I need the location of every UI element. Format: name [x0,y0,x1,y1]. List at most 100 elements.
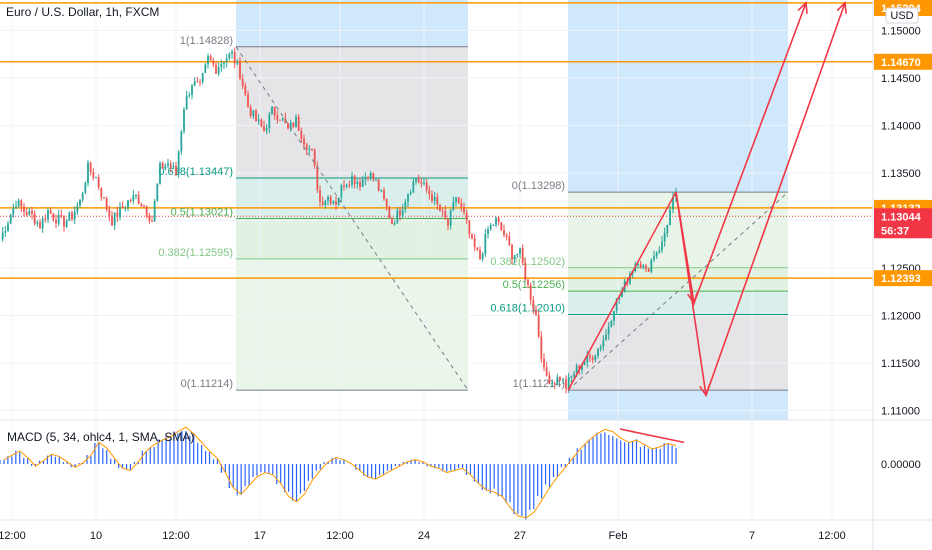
candle-body [212,60,215,65]
candle [340,183,343,203]
candle-body [359,181,361,187]
candle-body [503,229,505,236]
candle [124,205,127,212]
level-tag-bg [874,53,932,70]
candle [367,176,369,182]
candle [260,118,263,128]
candle [540,331,543,363]
candle [602,334,605,352]
candle [175,161,177,177]
candle-body [1,232,4,240]
candle [249,104,252,119]
candles-layer [1,47,677,394]
candle-body [39,222,41,229]
candle [356,177,359,189]
candle [12,203,15,219]
candle-body [223,62,225,64]
time-tick-label: 12:00 [818,530,846,542]
candle-body [367,177,369,179]
candle [20,199,23,213]
candle [9,213,12,225]
candle-body [348,184,351,186]
candle-body [169,163,172,168]
candle-body [409,192,412,195]
candle-body [127,200,129,208]
candle-body [650,259,653,272]
currency-label: USD [890,10,913,22]
candle-body [276,115,279,120]
candle [481,252,484,262]
currency-badge[interactable]: USD [885,7,919,24]
candle [233,47,236,69]
candle-body [578,365,581,370]
candle-body [449,210,452,226]
candle-body [337,197,340,205]
candle [484,228,487,257]
candle [409,189,412,196]
candle [417,174,420,184]
candle-body [311,148,313,151]
candle-body [289,122,292,129]
macd-signal-line [3,426,677,519]
candle-body [100,187,103,198]
candle-body [535,309,537,316]
candle-body [236,61,239,64]
price-tick-label: 1.14500 [881,73,921,85]
candle [642,263,645,270]
candle [492,224,495,226]
candle-body [73,211,76,220]
macd-tick-label: 0.00000 [881,459,921,471]
countdown-label: 56:37 [881,225,909,237]
candle-body [473,238,476,248]
fib-zone-1-3 [568,314,788,391]
candle-body [65,220,68,227]
candle-body [52,213,55,220]
candle-body [63,215,65,227]
candle [329,194,332,206]
candle [455,196,457,207]
candle [513,254,516,264]
candle [372,172,375,182]
candle-body [447,218,449,226]
candle [669,205,671,226]
time-tick-label: 10 [90,530,102,542]
candle [537,310,540,339]
candle [658,246,661,254]
candle [545,361,548,377]
candle [412,178,415,193]
fib-trend-dashed-1 [235,46,469,391]
candle-body [629,273,631,284]
candle-body [324,200,327,205]
candle-body [321,201,324,205]
candle [551,381,553,388]
candle [60,209,63,219]
candle-body [524,262,527,280]
candle [92,168,95,181]
level-tag-label: 1.12393 [881,273,921,285]
candle-body [385,198,388,207]
candle-body [495,217,497,225]
current-price-bg [874,208,932,239]
candle-body [465,212,468,221]
fib-zone-top-1 [568,0,788,193]
candle-body [607,326,610,335]
candle-body [239,61,241,79]
candle-body [44,218,47,220]
candle [476,247,479,252]
candle-body [471,234,473,239]
candle-body [436,196,439,205]
fib-trend-dashed-2 [567,191,789,391]
candle-body [193,81,196,86]
time-tick-label: 12:00 [326,530,354,542]
candle [383,187,385,201]
candle-body [599,346,602,349]
level-tag-label: 1.14670 [881,57,921,69]
candle-body [135,194,137,196]
candle [444,205,447,220]
candle-body [167,163,169,166]
candle-body [441,210,444,212]
candle-body [562,379,564,381]
candle [650,258,653,274]
candle [177,150,180,178]
